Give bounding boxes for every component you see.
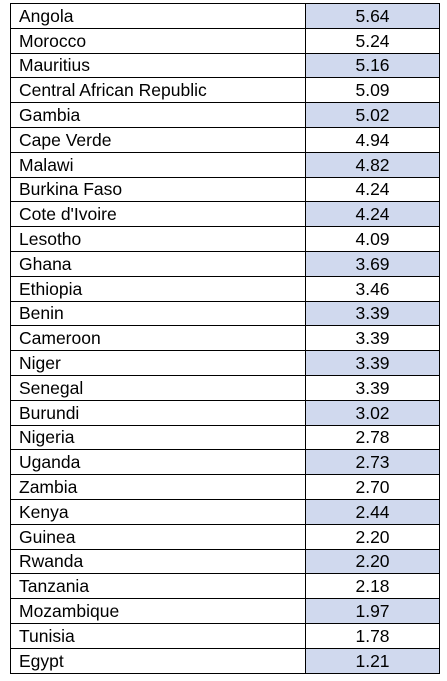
table-row: Zambia 2.70: [10, 474, 440, 500]
table-row: Central African Republic 5.09: [10, 77, 440, 104]
value-cell: 2.20: [305, 548, 440, 575]
table-row: Kenya 2.44: [10, 498, 440, 525]
country-cell: Kenya: [10, 498, 306, 525]
value-cell: 3.46: [305, 275, 440, 302]
value-cell: 2.18: [305, 573, 440, 600]
value-cell: 2.70: [305, 474, 440, 500]
value-cell: 5.64: [305, 3, 440, 29]
value-cell: 4.82: [305, 151, 440, 178]
country-cell: Zambia: [10, 474, 306, 500]
country-cell: Morocco: [10, 27, 306, 54]
country-cell: Benin: [10, 300, 306, 327]
country-cell: Egypt: [10, 647, 306, 674]
table-row: Ethiopia 3.46: [10, 275, 440, 302]
table-row: Egypt 1.21: [10, 647, 440, 674]
value-cell: 2.73: [305, 449, 440, 476]
country-cell: Mauritius: [10, 52, 306, 79]
table-row: Gambia 5.02: [10, 102, 440, 128]
table-row: Senegal 3.39: [10, 374, 440, 401]
table-row: Burkina Faso 4.24: [10, 176, 440, 203]
country-cell: Uganda: [10, 449, 306, 476]
country-cell: Niger: [10, 350, 306, 376]
country-cell: Ghana: [10, 250, 306, 277]
value-cell: 1.97: [305, 598, 440, 624]
value-cell: 2.20: [305, 523, 440, 550]
country-cell: Central African Republic: [10, 77, 306, 104]
value-cell: 4.24: [305, 201, 440, 228]
table-row: Lesotho 4.09: [10, 226, 440, 252]
table-row: Burundi 3.02: [10, 399, 440, 426]
table-row: Mauritius 5.16: [10, 52, 440, 79]
country-cell: Burundi: [10, 399, 306, 426]
country-cell: Nigeria: [10, 424, 306, 451]
value-cell: 4.09: [305, 226, 440, 252]
value-cell: 5.16: [305, 52, 440, 79]
country-cell: Malawi: [10, 151, 306, 178]
value-cell: 3.39: [305, 374, 440, 401]
country-cell: Cameroon: [10, 325, 306, 352]
country-cell: Senegal: [10, 374, 306, 401]
country-cell: Tanzania: [10, 573, 306, 600]
country-cell: Gambia: [10, 102, 306, 128]
country-cell: Lesotho: [10, 226, 306, 252]
value-cell: 3.39: [305, 350, 440, 376]
country-cell: Mozambique: [10, 598, 306, 624]
table-row: Cameroon 3.39: [10, 325, 440, 352]
country-cell: Tunisia: [10, 622, 306, 649]
table-row: Guinea 2.20: [10, 523, 440, 550]
country-cell: Cote d'Ivoire: [10, 201, 306, 228]
table-row: Malawi 4.82: [10, 151, 440, 178]
table-row: Morocco 5.24: [10, 27, 440, 54]
value-cell: 5.24: [305, 27, 440, 54]
table-row: Rwanda 2.20: [10, 548, 440, 575]
country-cell: Cape Verde: [10, 126, 306, 153]
country-cell: Burkina Faso: [10, 176, 306, 203]
value-cell: 4.94: [305, 126, 440, 153]
value-cell: 4.24: [305, 176, 440, 203]
country-cell: Ethiopia: [10, 275, 306, 302]
table-body: Angola 5.64 Morocco 5.24 Mauritius 5.16 …: [10, 3, 440, 674]
table-row: Uganda 2.73: [10, 449, 440, 476]
country-cell: Guinea: [10, 523, 306, 550]
value-cell: 5.09: [305, 77, 440, 104]
table-row: Cote d'Ivoire 4.24: [10, 201, 440, 228]
country-cell: Rwanda: [10, 548, 306, 575]
table-row: Mozambique 1.97: [10, 598, 440, 624]
value-cell: 3.39: [305, 325, 440, 352]
value-cell: 1.78: [305, 622, 440, 649]
value-cell: 3.39: [305, 300, 440, 327]
value-cell: 3.69: [305, 250, 440, 277]
value-cell: 3.02: [305, 399, 440, 426]
country-cell: Angola: [10, 3, 306, 29]
table-row: Cape Verde 4.94: [10, 126, 440, 153]
value-cell: 2.44: [305, 498, 440, 525]
table-row: Angola 5.64: [10, 3, 440, 29]
value-cell: 1.21: [305, 647, 440, 674]
table-row: Benin 3.39: [10, 300, 440, 327]
table-row: Ghana 3.69: [10, 250, 440, 277]
value-cell: 5.02: [305, 102, 440, 128]
table-row: Nigeria 2.78: [10, 424, 440, 451]
value-cell: 2.78: [305, 424, 440, 451]
table-row: Niger 3.39: [10, 350, 440, 376]
table-row: Tanzania 2.18: [10, 573, 440, 600]
country-values-table: Angola 5.64 Morocco 5.24 Mauritius 5.16 …: [10, 3, 440, 674]
table-row: Tunisia 1.78: [10, 622, 440, 649]
